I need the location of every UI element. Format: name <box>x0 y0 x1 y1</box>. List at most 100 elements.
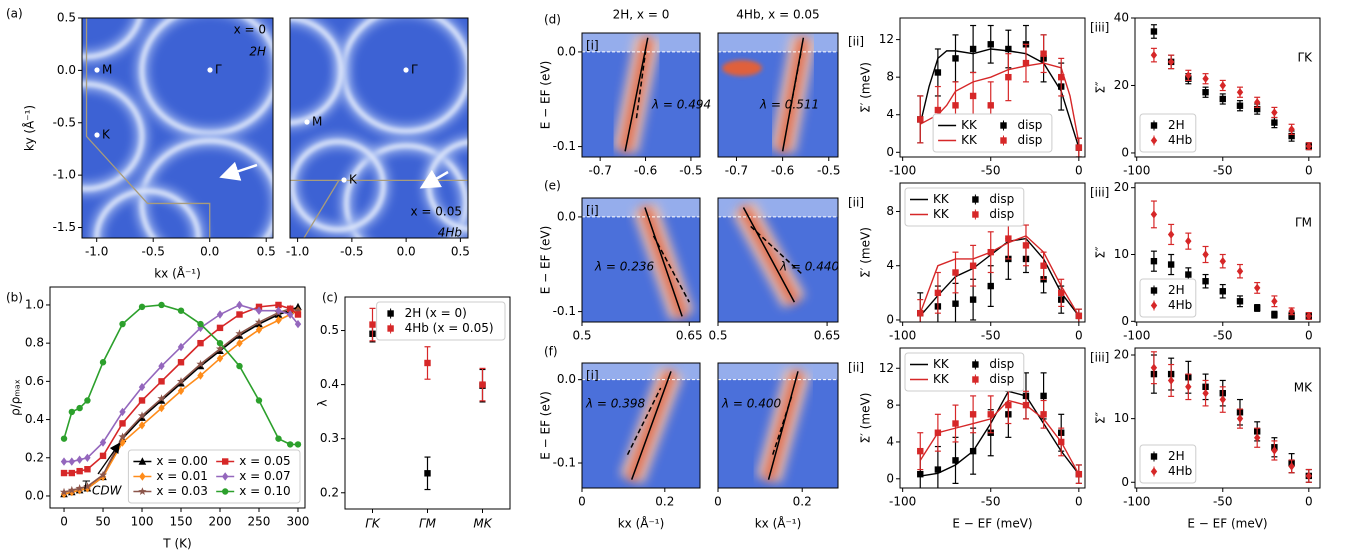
marker <box>917 448 923 454</box>
legend-label: KK <box>933 357 950 371</box>
marker <box>935 69 941 75</box>
legend-label: 4Hb <box>1168 298 1192 312</box>
legend-label: 4Hb <box>1168 133 1192 147</box>
legend-label: 4Hb (x = 0.05) <box>405 321 494 335</box>
x-tick-label: -100 <box>889 495 916 509</box>
marker <box>970 411 976 417</box>
x-tick-label: 0.0 <box>397 245 416 259</box>
marker <box>1023 60 1029 66</box>
marker <box>935 290 941 296</box>
x-tick-label: 0 <box>1305 495 1313 509</box>
marker <box>178 359 184 365</box>
annotation: Γ <box>215 63 222 77</box>
marker <box>1000 137 1006 143</box>
marker <box>84 397 90 403</box>
annotation: M <box>102 63 112 77</box>
marker <box>1254 305 1260 311</box>
marker <box>100 453 106 459</box>
marker <box>222 488 228 494</box>
marker <box>952 457 958 463</box>
y-tick-label: 0 <box>886 312 894 326</box>
y-tick-label: 0.0 <box>557 372 576 386</box>
x-tick-label: 0 <box>578 495 586 509</box>
marker <box>76 468 82 474</box>
marker <box>1151 28 1157 34</box>
marker <box>69 470 75 476</box>
symmetry-point <box>94 132 99 137</box>
panel-label: (c) <box>322 291 338 305</box>
x-tick-label: 50 <box>95 515 110 529</box>
x-tick-label: 0 <box>1075 495 1083 509</box>
y-tick-label: 0 <box>1121 475 1129 489</box>
spectrum-above-ef <box>718 363 838 380</box>
panel-sublabel: [ii] <box>848 361 864 375</box>
y-tick-label: -0.1 <box>553 304 576 318</box>
plot-area <box>718 363 838 488</box>
x-axis-label: kx (Å⁻¹) <box>755 516 802 531</box>
marker <box>1058 439 1064 445</box>
marker <box>970 448 976 454</box>
marker <box>1271 119 1277 125</box>
page: -1.0-0.50.00.50.50.0-0.5-1.0-1.5kx (Å⁻¹)… <box>0 0 1360 551</box>
marker <box>1005 402 1011 408</box>
y-tick-label: 8 <box>886 70 894 84</box>
x-tick-label: 150 <box>170 515 193 529</box>
y-axis-label: Σ′ (meV) <box>859 62 873 113</box>
annotation: K <box>102 128 111 142</box>
marker <box>1023 402 1029 408</box>
x-tick-label: 0 <box>1305 329 1313 343</box>
annotation: x = 0.05 <box>410 205 462 219</box>
marker <box>1151 122 1157 128</box>
legend-label: 2H <box>1168 283 1185 297</box>
panel-sublabel: [iii] <box>1090 351 1109 365</box>
marker <box>1220 96 1226 102</box>
legend-label: x = 0.05 <box>239 454 291 468</box>
x-tick-label: 0 <box>1075 164 1083 178</box>
legend-label: disp <box>989 207 1014 221</box>
x-axis-label: E − EF (meV) <box>1187 517 1267 531</box>
y-tick-label: 20 <box>1114 348 1129 362</box>
marker <box>988 283 994 289</box>
marker <box>424 360 430 366</box>
spectral-blob <box>722 60 762 76</box>
annotation: λ = 0.400 <box>721 397 782 411</box>
marker <box>1168 261 1174 267</box>
y-tick-label: -1.0 <box>53 168 76 182</box>
plot-area <box>718 33 838 157</box>
x-tick-label: 0.2 <box>793 495 812 509</box>
x-tick-label: 0 <box>714 495 722 509</box>
panel-label: (a) <box>6 7 23 21</box>
x-tick-label: 250 <box>248 515 271 529</box>
x-tick-label: 0.2 <box>655 495 674 509</box>
marker <box>1005 46 1011 52</box>
marker <box>1185 271 1191 277</box>
marker <box>178 307 184 313</box>
x-tick-label: -1.0 <box>85 245 108 259</box>
marker <box>1076 471 1082 477</box>
marker <box>1271 311 1277 317</box>
marker <box>1005 74 1011 80</box>
x-tick-label: -50 <box>1213 329 1233 343</box>
y-tick-label: 10 <box>1114 247 1129 261</box>
marker <box>139 397 145 403</box>
annotation: x = 0 <box>234 23 266 37</box>
marker <box>972 211 978 217</box>
y-axis-label: Σ″ <box>1094 411 1108 424</box>
legend-label: disp <box>989 192 1014 206</box>
legend-label: KK <box>933 372 950 386</box>
plot-area <box>582 33 700 157</box>
marker <box>972 376 978 382</box>
marker <box>217 325 223 331</box>
x-tick-label: -0.6 <box>771 164 794 178</box>
x-tick-label: -0.7 <box>725 164 748 178</box>
marker <box>369 321 375 327</box>
legend-label: 4Hb <box>1168 464 1192 478</box>
marker <box>988 249 994 255</box>
marker <box>100 359 106 365</box>
marker <box>139 304 145 310</box>
y-axis-label: E − EF (eV) <box>539 391 553 460</box>
panel-sublabel: [ii] <box>848 35 864 49</box>
y-tick-label: 0.8 <box>25 336 44 350</box>
panel-label: (b) <box>6 291 23 305</box>
x-tick-label: ΓK <box>365 517 381 531</box>
